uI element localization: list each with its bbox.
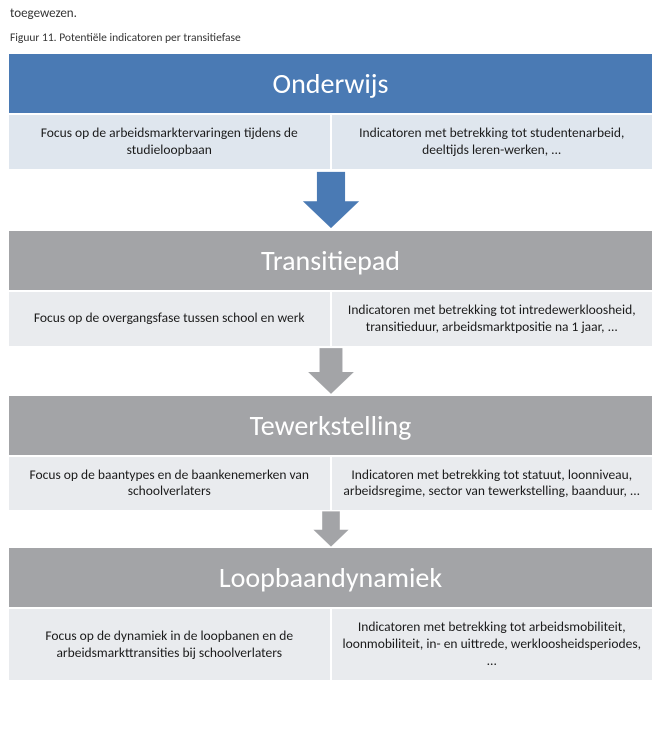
arrow-down-icon [299,168,363,232]
arrow-down-icon [305,345,357,397]
loopbaandynamiek-left-cell: Focus op de dynamiek in de loopbanen en … [8,608,331,681]
onderwijs-header: Onderwijs [8,53,653,114]
onderwijs-right-cell: Indicatoren met betrekking tot studenten… [331,114,654,170]
arrow-1 [8,168,653,232]
tewerkstelling-left-cell: Focus op de baantypes en de baankenemerk… [8,456,331,512]
loopbaandynamiek-header: Loopbaandynamiek [8,547,653,608]
phase-tewerkstelling: Tewerkstelling Focus op de baantypes en … [8,395,653,512]
phase-transitiepad: Transitiepad Focus op de overgangsfase t… [8,230,653,347]
tewerkstelling-subrow: Focus op de baantypes en de baankenemerk… [8,456,653,512]
tewerkstelling-header: Tewerkstelling [8,395,653,456]
phase-onderwijs: Onderwijs Focus op de arbeidsmarktervari… [8,53,653,170]
tewerkstelling-right-cell: Indicatoren met betrekking tot statuut, … [331,456,654,512]
transitiepad-right-cell: Indicatoren met betrekking tot intredewe… [331,291,654,347]
onderwijs-left-cell: Focus op de arbeidsmarktervaringen tijde… [8,114,331,170]
arrow-down-icon [311,509,351,549]
transitiepad-left-cell: Focus op de overgangsfase tussen school … [8,291,331,347]
page-body-text-fragment: toegewezen. [0,0,661,23]
phase-loopbaandynamiek: Loopbaandynamiek Focus op de dynamiek in… [8,547,653,681]
loopbaandynamiek-right-cell: Indicatoren met betrekking tot arbeidsmo… [331,608,654,681]
figure-caption: Figuur 11. Potentiële indicatoren per tr… [0,23,661,51]
arrow-3 [8,509,653,549]
arrow-2 [8,345,653,397]
indicators-flow-diagram: Onderwijs Focus op de arbeidsmarktervari… [0,51,661,689]
loopbaandynamiek-subrow: Focus op de dynamiek in de loopbanen en … [8,608,653,681]
transitiepad-header: Transitiepad [8,230,653,291]
onderwijs-subrow: Focus op de arbeidsmarktervaringen tijde… [8,114,653,170]
transitiepad-subrow: Focus op de overgangsfase tussen school … [8,291,653,347]
